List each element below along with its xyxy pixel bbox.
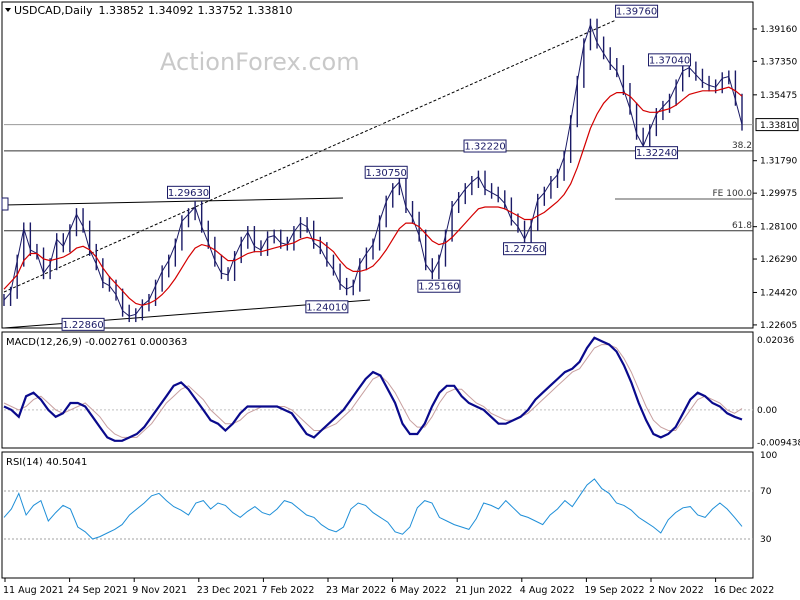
annotation-label: 1.29630 — [168, 188, 209, 199]
annotation-box — [305, 300, 349, 314]
watermark: ActionForex.com — [160, 48, 360, 76]
price-layer: 38.2 FE 100.0 61.8 1.39760 1.37040 1.32220 1.3… — [1, 4, 753, 331]
macd-layer — [3, 336, 753, 442]
annotation-label: 1.22860 — [62, 320, 103, 331]
annotation-box — [463, 139, 507, 153]
resistance-line — [3, 197, 344, 206]
level-label-0: 38.2 — [732, 141, 752, 151]
x-tick-label: 7 Feb 2022 — [261, 585, 314, 596]
x-tick-label: 24 Sep 2021 — [68, 585, 128, 596]
macd-series-macd — [3, 336, 743, 442]
annotation-box — [364, 165, 408, 179]
price-y-tick-label: 1.37350 — [760, 57, 797, 67]
macd-y-tick-label: 0.02036 — [757, 336, 794, 346]
x-tick-label: 16 Dec 2022 — [714, 585, 775, 596]
price-y-tick-label: 1.39160 — [760, 25, 797, 35]
annotation-box — [615, 4, 659, 18]
annotation-label: 1.32220 — [464, 142, 505, 153]
rsi-series — [3, 478, 743, 540]
dropdown-triangle-icon[interactable] — [5, 8, 11, 12]
annotation-label: 1.25160 — [418, 282, 459, 293]
x-tick-label: 23 Mar 2022 — [326, 585, 386, 596]
macd-y-tick-label: -0.009438 — [757, 438, 800, 448]
annotation-label: 1.39760 — [616, 7, 657, 18]
annotation-label: 1.27260 — [504, 244, 545, 255]
price-y-tick-label: 1.31790 — [760, 157, 797, 167]
rsi-y-tick-label: 30 — [760, 535, 772, 545]
price-y-tick-label: 1.26290 — [760, 255, 797, 265]
macd-y-tick-label: 0.00 — [757, 406, 777, 416]
x-tick-label: 21 Jun 2022 — [455, 585, 512, 596]
annotation-box — [635, 146, 679, 160]
x-tick-label: 9 Nov 2021 — [132, 585, 187, 596]
price-panel-frame — [1, 1, 754, 329]
axis-layer: 1.39160 1.37350 1.35475 1.31790 1.29975 1.281… — [3, 25, 800, 596]
rsi-label: RSI(14) 40.5041 — [6, 457, 87, 468]
x-tick-label: 11 Aug 2021 — [3, 585, 64, 596]
rsi-layer — [3, 478, 753, 540]
x-tick-label: 19 Sep 2022 — [584, 585, 644, 596]
price-series-price — [3, 23, 743, 317]
annotation-label: 1.37040 — [649, 55, 690, 66]
price-y-tick-label: 1.24420 — [760, 288, 797, 298]
annotation-box — [417, 279, 461, 293]
annotation-box — [61, 317, 105, 331]
chart-title: USDCAD,Daily 1.33852 1.34092 1.33752 1.33810 — [14, 4, 293, 17]
macd-panel-frame — [1, 331, 754, 449]
macd-label: MACD(12,26,9) -0.002761 0.000363 — [6, 337, 187, 348]
x-tick-label: 23 Dec 2021 — [197, 585, 258, 596]
annotation-box — [503, 242, 547, 256]
x-tick-label: 2 Nov 2022 — [649, 585, 704, 596]
annotation-box — [167, 185, 210, 199]
x-tick-label: 6 May 2022 — [391, 585, 447, 596]
left-edge-box — [1, 197, 9, 211]
level-label-2: 61.8 — [732, 221, 752, 231]
last-price-label: 1.33810 — [760, 121, 797, 131]
rsi-y-tick-label: 100 — [760, 451, 777, 461]
price-y-tick-label: 1.35475 — [760, 91, 797, 101]
price-y-tick-label: 1.29975 — [760, 189, 797, 199]
price-y-tick-label: 1.22605 — [760, 321, 797, 331]
dotted-trend-line — [3, 19, 617, 293]
annotation-label: 1.32240 — [636, 148, 677, 159]
rsi-y-tick-label: 70 — [760, 487, 772, 497]
x-tick-label: 4 Aug 2022 — [520, 585, 575, 596]
level-label-1: FE 100.0 — [713, 189, 753, 199]
price-series-ma — [3, 86, 743, 306]
annotation-label: 1.30750 — [365, 168, 406, 179]
annotation-box — [648, 53, 692, 67]
price-y-tick-label: 1.28100 — [760, 223, 797, 233]
last-price-box — [755, 118, 799, 132]
annotation-label: 1.24010 — [306, 302, 347, 313]
